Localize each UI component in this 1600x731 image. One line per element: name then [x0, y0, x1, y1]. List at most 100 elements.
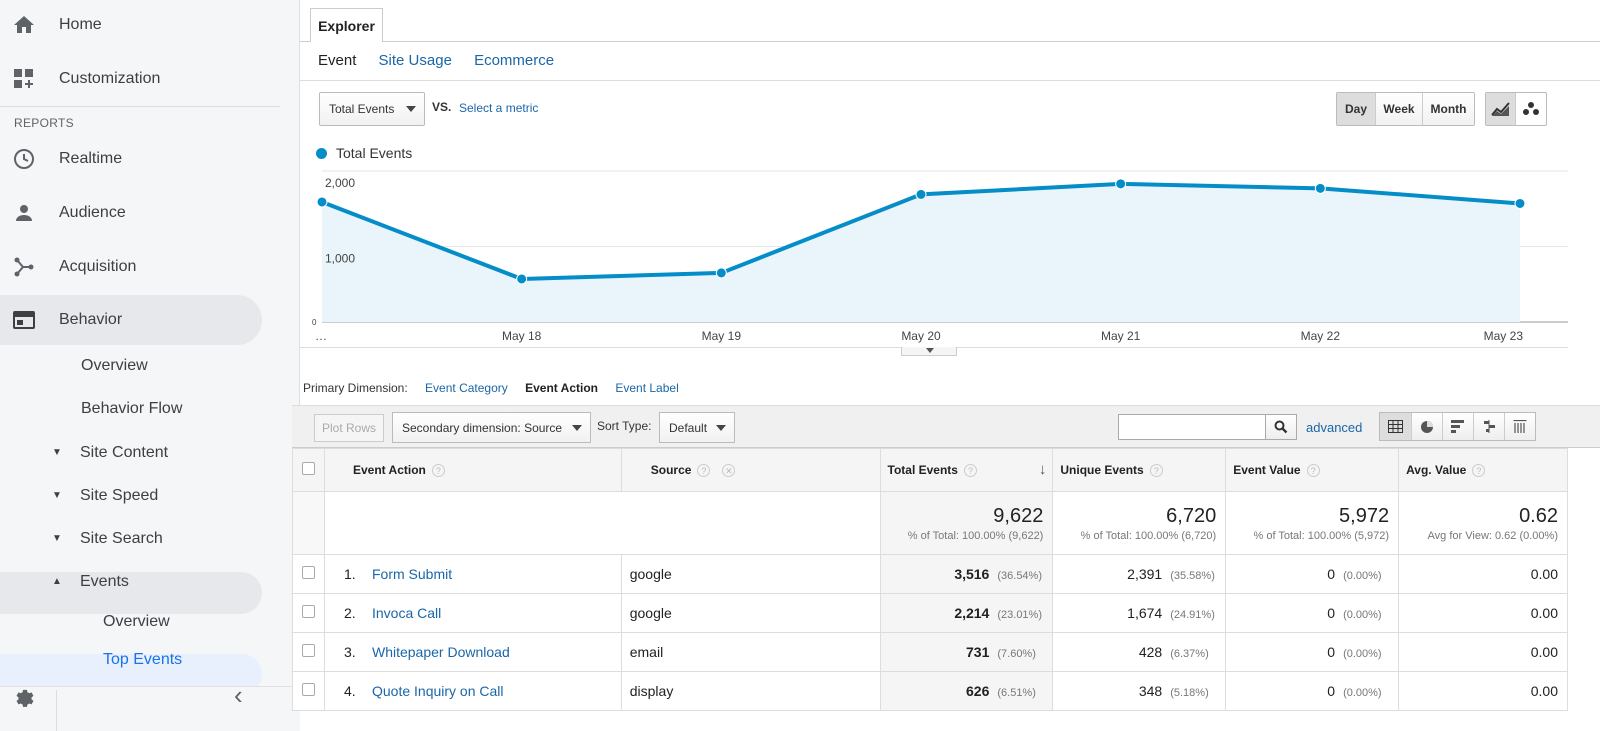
nav-home[interactable]: Home [0, 0, 280, 50]
sort-type-select[interactable]: Default [659, 412, 735, 443]
header-select-all[interactable] [292, 448, 325, 492]
row-event-action-link[interactable]: Quote Inquiry on Call [371, 683, 504, 699]
divider [300, 80, 1600, 81]
nav-events-overview[interactable]: Overview [103, 613, 170, 630]
collapse-sidebar-icon[interactable]: ‹ [234, 680, 243, 710]
row-total-events-cell: 626 (6.51%) [879, 671, 1054, 711]
x-tick-label: … [315, 329, 327, 343]
row-event-action-cell: 1. Form Submit [323, 554, 622, 594]
subtab-event[interactable]: Event [318, 52, 357, 69]
caret-down-icon [716, 425, 726, 431]
row-event-action-link[interactable]: Form Submit [371, 566, 453, 582]
row-event-action-cell: 3. Whitepaper Download [323, 632, 622, 672]
help-icon[interactable]: ? [431, 464, 445, 478]
nav-realtime-label: Realtime [59, 150, 123, 167]
chart-point[interactable] [1115, 178, 1127, 190]
line-chart-icon [1490, 102, 1510, 116]
header-total-events[interactable]: Total Events? ↓ [879, 448, 1054, 492]
chart-point[interactable] [1514, 197, 1526, 209]
header-source[interactable]: Source? ✕ [620, 448, 881, 492]
row-checkbox[interactable] [302, 683, 315, 696]
remove-dimension-icon[interactable]: ✕ [722, 464, 736, 478]
select-all-checkbox[interactable] [302, 462, 315, 475]
secondary-dimension-select[interactable]: Secondary dimension: Source [392, 412, 591, 443]
row-select-cell[interactable] [292, 554, 325, 594]
line-chart-button[interactable] [1486, 93, 1517, 125]
view-data-button[interactable] [1380, 413, 1411, 440]
nav-site-search-label: Site Search [80, 530, 163, 547]
row-event-action-link[interactable]: Invoca Call [371, 605, 442, 621]
nav-acquisition[interactable]: Acquisition [0, 242, 280, 292]
sort-type-label: Sort Type: [597, 419, 652, 433]
nav-customization[interactable]: Customization [0, 54, 280, 104]
view-comparison-button[interactable] [1473, 413, 1504, 440]
nav-behavior[interactable]: Behavior [0, 295, 262, 345]
tab-explorer[interactable]: Explorer [310, 8, 383, 42]
help-icon[interactable]: ? [1149, 464, 1163, 478]
gear-icon[interactable] [11, 684, 35, 708]
help-icon[interactable]: ? [1472, 464, 1486, 478]
help-icon[interactable]: ? [697, 464, 711, 478]
view-performance-button[interactable] [1442, 413, 1473, 440]
expand-arrow-icon: ▼ [52, 533, 62, 544]
nav-realtime[interactable]: Realtime [0, 134, 280, 184]
dimension-event-label[interactable]: Event Label [615, 381, 679, 395]
subtab-ecommerce[interactable]: Ecommerce [474, 52, 555, 69]
x-tick-label: May 19 [702, 329, 742, 343]
plot-rows-button[interactable]: Plot Rows [314, 414, 384, 442]
help-icon[interactable]: ? [963, 464, 977, 478]
chart-point[interactable] [915, 188, 927, 200]
dimension-event-action[interactable]: Event Action [525, 381, 599, 395]
clock-icon [14, 149, 34, 169]
period-day-button[interactable]: Day [1337, 93, 1375, 125]
chart-point[interactable] [715, 267, 727, 279]
row-select-cell[interactable] [292, 671, 325, 711]
chart-point[interactable] [316, 196, 328, 208]
chart-point[interactable] [516, 273, 528, 285]
row-unique-events-pct: (24.91%) [1170, 609, 1215, 621]
header-event-action[interactable]: Event Action? [323, 448, 622, 492]
header-event-value[interactable]: Event Value? [1225, 448, 1400, 492]
table-row: 4. Quote Inquiry on Call display 626 (6.51… [292, 671, 1568, 711]
header-avg-value[interactable]: Avg. Value? [1398, 448, 1568, 492]
row-total-events-cell: 2,214 (23.01%) [879, 593, 1054, 633]
nav-events[interactable]: ▲ Events [52, 573, 129, 591]
period-month-button[interactable]: Month [1422, 93, 1474, 125]
main-panel: Explorer Event Site Usage Ecommerce Tota… [292, 0, 1600, 731]
nav-audience[interactable]: Audience [0, 188, 280, 238]
nav-site-speed[interactable]: ▼ Site Speed [52, 487, 158, 505]
help-icon[interactable]: ? [1306, 464, 1320, 478]
row-checkbox[interactable] [302, 644, 315, 657]
comparison-icon [1484, 420, 1495, 433]
metric-select[interactable]: Total Events [319, 92, 425, 126]
row-event-value: 0 [1327, 566, 1336, 582]
row-checkbox[interactable] [302, 605, 315, 618]
nav-top-events[interactable]: Top Events [103, 651, 183, 668]
nav-behavior-flow[interactable]: Behavior Flow [81, 400, 183, 417]
subtab-site-usage[interactable]: Site Usage [378, 52, 452, 69]
header-avg-value-label: Avg. Value [1406, 462, 1467, 477]
nav-behavior-overview[interactable]: Overview [81, 357, 148, 374]
table-search-input[interactable] [1118, 414, 1266, 440]
dimension-event-category[interactable]: Event Category [425, 381, 508, 395]
period-week-button[interactable]: Week [1375, 93, 1422, 125]
grid-icon [1388, 420, 1403, 433]
header-unique-events[interactable]: Unique Events? [1052, 448, 1227, 492]
chart-resize-handle[interactable] [901, 347, 957, 356]
nav-site-content[interactable]: ▼ Site Content [52, 444, 168, 462]
motion-chart-button[interactable] [1516, 93, 1546, 125]
row-event-action-link[interactable]: Whitepaper Download [371, 644, 510, 660]
select-metric-link[interactable]: Select a metric [459, 101, 539, 115]
view-pivot-button[interactable] [1504, 413, 1535, 440]
search-button[interactable] [1265, 414, 1297, 440]
x-tick-label: May 18 [502, 329, 542, 343]
row-select-cell[interactable] [292, 632, 325, 672]
legend-swatch [316, 147, 327, 159]
row-checkbox[interactable] [302, 566, 315, 579]
totals-event-value: 5,972 % of Total: 100.00% (5,972) [1225, 491, 1400, 555]
row-select-cell[interactable] [292, 593, 325, 633]
nav-site-search[interactable]: ▼ Site Search [52, 530, 163, 548]
advanced-filter-link[interactable]: advanced [1306, 420, 1363, 435]
view-pie-button[interactable] [1411, 413, 1442, 440]
chart-point[interactable] [1314, 182, 1326, 194]
